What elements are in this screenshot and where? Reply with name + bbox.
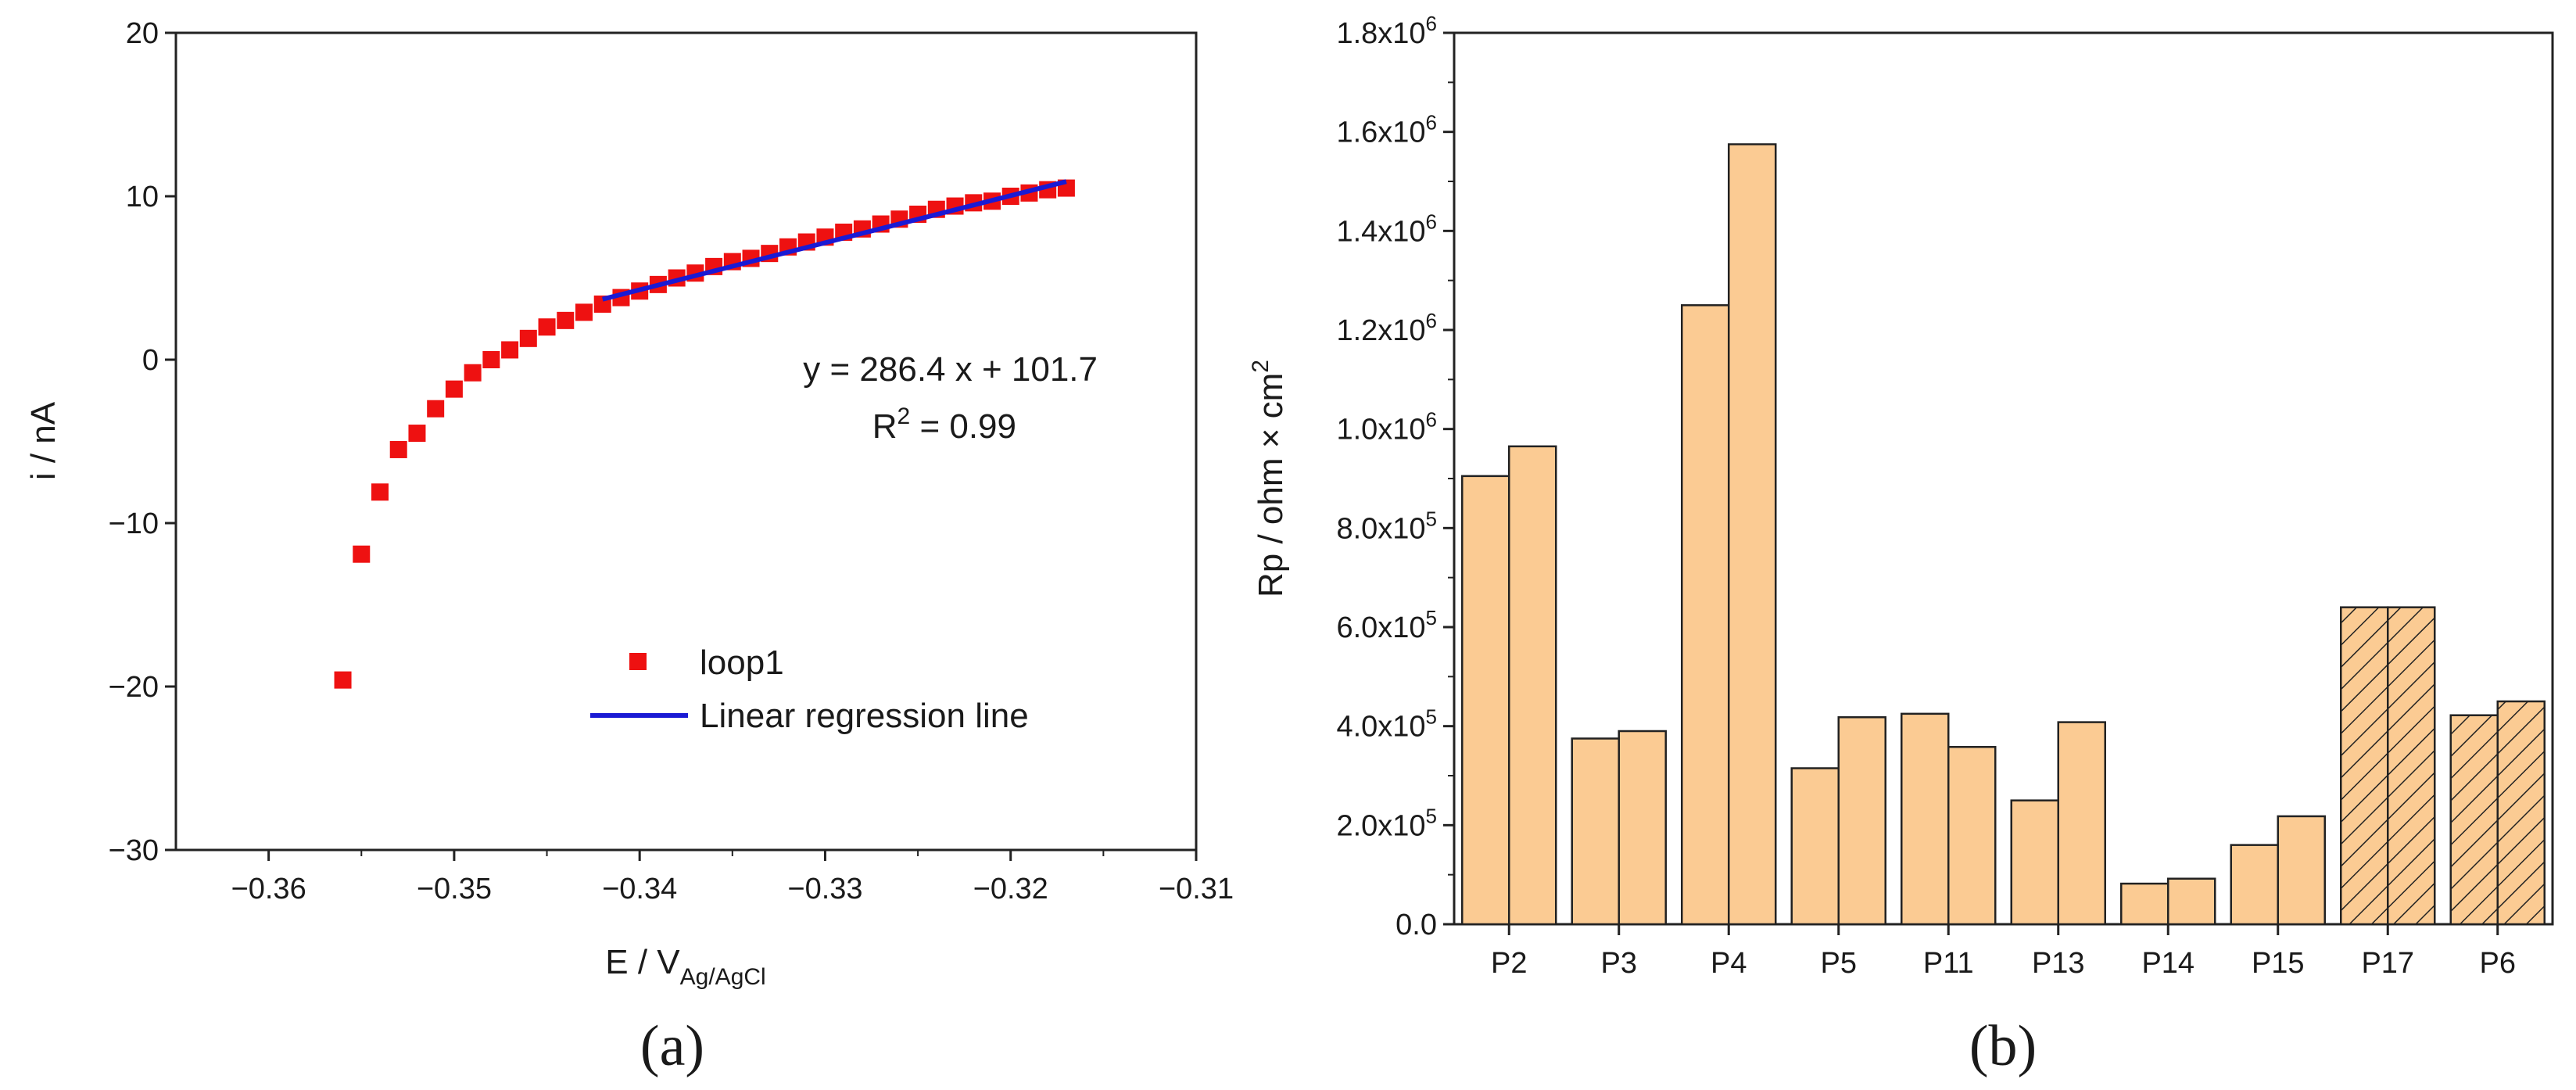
- panel-b-y-tick-label: 8.0x105: [1336, 507, 1437, 545]
- bar-p15-2: [2277, 815, 2326, 926]
- panel-a-y-tick-label: 10: [126, 181, 159, 213]
- panel-b-bars: [1461, 143, 2546, 926]
- loop1-point: [575, 303, 593, 321]
- category-label-p13: P13: [2032, 947, 2085, 980]
- panel-b-y-tick-label: 1.6x106: [1336, 111, 1437, 149]
- bar-p14-2: [2167, 877, 2216, 926]
- panel-a-caption: (a): [640, 1014, 704, 1078]
- bar-p13-2: [2057, 721, 2106, 926]
- loop1-point: [445, 380, 463, 398]
- panel-a-y-tick-label: 20: [126, 17, 159, 50]
- panel-b-caption: (b): [1969, 1014, 2037, 1078]
- bar-p2-2: [1508, 445, 1557, 926]
- bar-p4-1: [1681, 304, 1730, 926]
- category-label-p15: P15: [2252, 947, 2305, 980]
- panel-b-y-tick-label: 1.0x106: [1336, 408, 1437, 446]
- panel-a-x-axis-label: E / VAg/AgCl: [605, 943, 765, 990]
- loop1-point: [501, 341, 519, 359]
- panel-a: −30 −20 −10 0 10 20 −0.36 −0.35 −0.34 −0.33 −0.32…: [24, 17, 1234, 1078]
- loop1-point: [408, 425, 426, 443]
- bar-p5-1: [1790, 767, 1840, 926]
- panel-b-y-tick-label: 1.8x106: [1336, 12, 1437, 50]
- panel-a-y-axis: −30 −20 −10 0 10 20: [109, 17, 176, 867]
- loop1-point: [482, 351, 500, 368]
- bar-p14-1: [2120, 882, 2169, 926]
- panel-a-y-tick-label: 0: [142, 344, 159, 377]
- panel-a-x-tick-label: −0.36: [231, 873, 306, 905]
- loop1-point: [519, 329, 537, 347]
- bar-p5-2: [1837, 716, 1886, 926]
- bar-p4-2: [1728, 143, 1777, 926]
- loop1-point: [371, 483, 389, 501]
- bar-p15-1: [2230, 844, 2279, 926]
- r-squared-label: R2 = 0.99: [872, 403, 1016, 446]
- bar-p13-1: [2010, 799, 2059, 926]
- loop1-point: [334, 671, 352, 689]
- panel-a-y-tick-label: −10: [109, 507, 159, 540]
- regression-line: [601, 179, 1067, 302]
- panel-a-legend: loop1 Linear regression line: [590, 644, 1029, 735]
- category-label-p2: P2: [1491, 947, 1527, 980]
- panel-a-x-tick-label: −0.32: [973, 873, 1048, 905]
- category-label-p6: P6: [2480, 947, 2516, 980]
- panel-b-y-axis-label: Rp / ohm × cm2: [1248, 360, 1290, 597]
- panel-a-x-tick-label: −0.33: [787, 873, 862, 905]
- legend-marker-loop1: [629, 653, 647, 670]
- loop1-point: [464, 364, 482, 382]
- legend-label-regression: Linear regression line: [700, 697, 1029, 735]
- panel-b-x-axis: P2 P3 P4 P5 P11 P13 P14 P15 P17 P6: [1491, 924, 2516, 980]
- legend-label-loop1: loop1: [700, 644, 784, 682]
- bar-p11-1: [1901, 712, 1950, 926]
- panel-a-x-tick-label: −0.35: [417, 873, 492, 905]
- category-label-p3: P3: [1601, 947, 1637, 980]
- category-label-p4: P4: [1711, 947, 1747, 980]
- bar-p6-2: [2496, 700, 2546, 926]
- panel-b-y-axis: 0.0 2.0x105 4.0x105 6.0x105 8.0x105 1.0x106 1.…: [1336, 12, 1454, 941]
- panel-a-regression-line: [601, 179, 1067, 302]
- bar-p6-1: [2449, 714, 2499, 926]
- loop1-point: [538, 318, 556, 336]
- category-label-p11: P11: [1923, 947, 1974, 980]
- panel-b-y-tick-label: 4.0x105: [1336, 705, 1437, 744]
- panel-b-y-tick-label: 6.0x105: [1336, 606, 1437, 644]
- category-label-p5: P5: [1821, 947, 1857, 980]
- panel-b-y-tick-label: 0.0: [1395, 909, 1437, 941]
- category-label-p17: P17: [2361, 947, 2414, 980]
- panel-a-x-axis: −0.36 −0.35 −0.34 −0.33 −0.32 −0.31: [231, 850, 1234, 905]
- bar-p11-2: [1947, 746, 1997, 926]
- regression-equation: y = 286.4 x + 101.7: [803, 350, 1098, 389]
- bar-p3-2: [1618, 730, 1667, 926]
- panel-b-y-tick-label: 2.0x105: [1336, 804, 1437, 842]
- loop1-point: [353, 545, 371, 563]
- panel-a-x-tick-label: −0.31: [1159, 873, 1234, 905]
- bar-p3-1: [1571, 737, 1620, 926]
- loop1-point: [557, 311, 575, 329]
- panel-b-y-tick-label: 1.4x106: [1336, 210, 1437, 248]
- panel-a-y-tick-label: −30: [109, 834, 159, 867]
- panel-a-plot-frame: [174, 31, 1198, 852]
- loop1-point: [389, 440, 407, 458]
- bar-p17-1: [2340, 606, 2389, 926]
- panel-a-x-tick-label: −0.34: [602, 873, 677, 905]
- bar-p17-2: [2387, 606, 2436, 926]
- panel-a-y-tick-label: −20: [109, 671, 159, 704]
- loop1-point: [427, 400, 445, 418]
- category-label-p14: P14: [2141, 947, 2194, 980]
- panel-b-y-tick-label: 1.2x106: [1336, 309, 1437, 347]
- panel-a-y-axis-label: i / nA: [24, 401, 63, 480]
- panel-b: 0.0 2.0x105 4.0x105 6.0x105 8.0x105 1.0x106 1.…: [1248, 12, 2554, 1078]
- bar-p2-1: [1461, 475, 1510, 926]
